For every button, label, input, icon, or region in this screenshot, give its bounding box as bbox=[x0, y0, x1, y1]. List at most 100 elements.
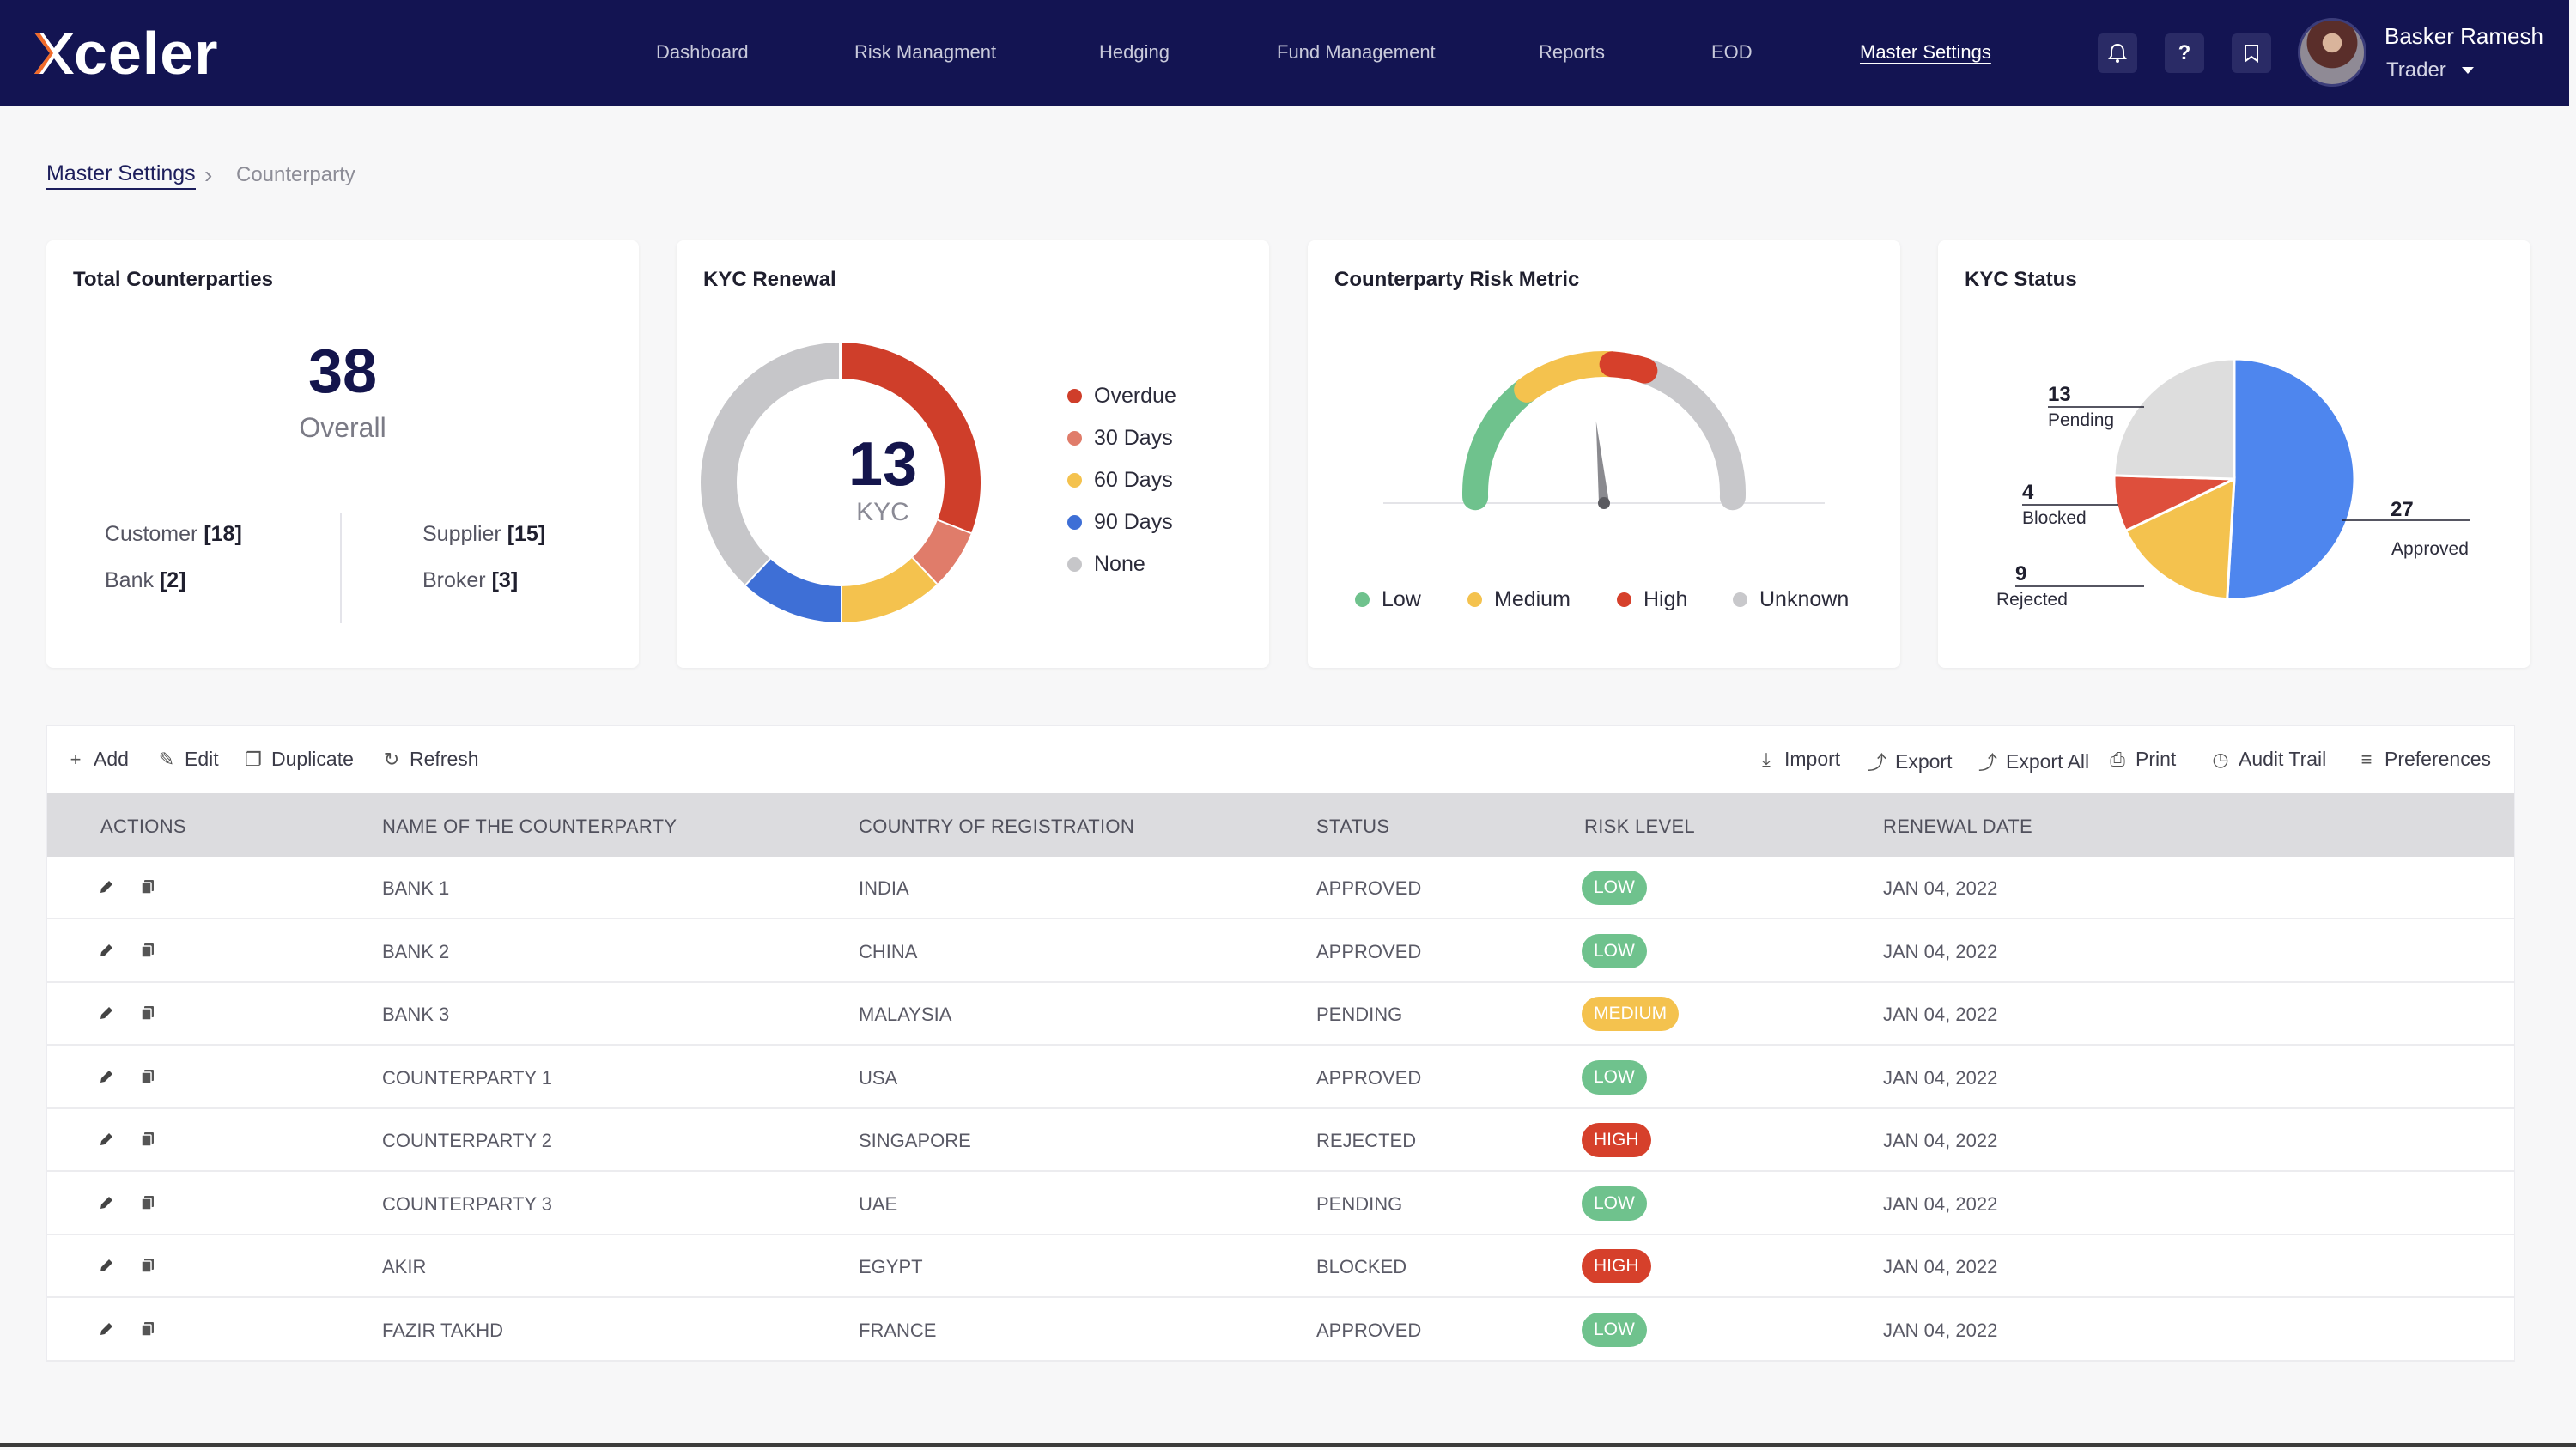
duplicate-icon[interactable] bbox=[137, 1318, 159, 1340]
stat-customer[interactable]: Customer [18] bbox=[105, 522, 242, 546]
legend-item-30-days[interactable]: 30 Days bbox=[1067, 426, 1173, 451]
renewal-date: JAN 04, 2022 bbox=[1883, 1192, 1998, 1215]
duplicate-icon[interactable] bbox=[137, 1128, 159, 1150]
xceler-logo[interactable]: celer bbox=[31, 19, 218, 88]
gauge-segment-unknown[interactable] bbox=[1631, 357, 1746, 511]
nav-item-master-settings[interactable]: Master Settings bbox=[1860, 41, 1991, 63]
donut-slice-60-days[interactable] bbox=[840, 557, 937, 622]
legend-label: Unknown bbox=[1759, 587, 1850, 611]
status: APPROVED bbox=[1316, 877, 1422, 899]
nav-item-hedging[interactable]: Hedging bbox=[1099, 41, 1170, 63]
status: PENDING bbox=[1316, 1192, 1403, 1215]
nav-item-reports[interactable]: Reports bbox=[1539, 41, 1606, 63]
bookmark-icon[interactable] bbox=[2232, 33, 2271, 73]
gauge-segment-low[interactable] bbox=[1462, 376, 1540, 511]
user-name[interactable]: Basker Ramesh bbox=[2385, 23, 2543, 49]
pie-label-rejected: Rejected bbox=[1996, 590, 2068, 610]
legend-label: None bbox=[1094, 552, 1145, 576]
gauge-segment-medium[interactable] bbox=[1514, 351, 1625, 403]
legend-item-90-days[interactable]: 90 Days bbox=[1067, 510, 1173, 535]
stat-supplier[interactable]: Supplier [15] bbox=[422, 522, 546, 546]
duplicate-button[interactable]: ❐ Duplicate bbox=[244, 748, 354, 771]
column-header-risk-level[interactable]: RISK LEVEL bbox=[1584, 816, 1695, 837]
edit-button[interactable]: ✎ Edit bbox=[157, 748, 219, 771]
table-row[interactable]: FAZIR TAKHD FRANCE APPROVED LOW JAN 04, 2022 bbox=[47, 1298, 2514, 1362]
table-row[interactable]: BANK 1 INDIA APPROVED LOW JAN 04, 2022 bbox=[47, 857, 2514, 919]
country: SINGAPORE bbox=[859, 1130, 971, 1151]
table-row[interactable]: COUNTERPARTY 1 USA APPROVED LOW JAN 04, 2022 bbox=[47, 1046, 2514, 1109]
edit-pencil-icon[interactable] bbox=[95, 1254, 118, 1277]
counterparty-name: BANK 2 bbox=[382, 940, 450, 962]
column-header-renewal-date[interactable]: RENEWAL DATE bbox=[1883, 816, 2032, 837]
nav-item-eod[interactable]: EOD bbox=[1711, 41, 1753, 63]
nav-item-risk-managment[interactable]: Risk Managment bbox=[854, 41, 997, 63]
duplicate-icon[interactable] bbox=[137, 1065, 159, 1088]
legend-item-overdue[interactable]: Overdue bbox=[1067, 384, 1176, 409]
donut-slice-90-days[interactable] bbox=[744, 557, 841, 622]
duplicate-icon[interactable] bbox=[137, 1192, 159, 1214]
table-row[interactable]: COUNTERPARTY 2 SINGAPORE REJECTED HIGH JAN 0… bbox=[47, 1109, 2514, 1172]
export-all-button[interactable]: ⤴ Export All bbox=[1978, 748, 2089, 775]
pie-label-pending: Pending bbox=[2048, 410, 2115, 430]
help-icon[interactable]: ? bbox=[2165, 33, 2204, 73]
legend-item-medium[interactable]: Medium bbox=[1467, 587, 1571, 612]
pie-slice-rejected[interactable] bbox=[2123, 476, 2236, 601]
gauge-segment-high[interactable] bbox=[1599, 351, 1658, 384]
duplicate-icon[interactable] bbox=[137, 876, 159, 898]
edit-pencil-icon[interactable] bbox=[95, 1318, 118, 1340]
refresh-button[interactable]: ↻ Refresh bbox=[382, 748, 479, 771]
stat-bank[interactable]: Bank [2] bbox=[105, 568, 186, 592]
table-row[interactable]: COUNTERPARTY 3 UAE PENDING LOW JAN 04, 2022 bbox=[47, 1172, 2514, 1235]
stat-broker[interactable]: Broker [3] bbox=[422, 568, 519, 592]
duplicate-icon[interactable] bbox=[137, 1254, 159, 1277]
audit-trail-button[interactable]: ◷ Audit Trail bbox=[2211, 748, 2326, 771]
status: APPROVED bbox=[1316, 1319, 1422, 1341]
legend-item-none[interactable]: None bbox=[1067, 552, 1145, 577]
add-button[interactable]: + Add bbox=[66, 748, 129, 771]
edit-pencil-icon[interactable] bbox=[95, 1065, 118, 1088]
nav-item-fund-management[interactable]: Fund Management bbox=[1277, 41, 1436, 63]
table-row[interactable]: BANK 2 CHINA APPROVED LOW JAN 04, 2022 bbox=[47, 919, 2514, 983]
edit-pencil-icon[interactable] bbox=[95, 1002, 118, 1024]
import-button[interactable]: ⤓ Import bbox=[1757, 748, 1840, 771]
edit-pencil-icon[interactable] bbox=[95, 1192, 118, 1214]
chevron-down-icon[interactable] bbox=[2462, 67, 2474, 74]
donut-slice-none[interactable] bbox=[701, 343, 841, 585]
legend-item-high[interactable]: High bbox=[1617, 587, 1687, 612]
risk-badge: LOW bbox=[1582, 1186, 1647, 1221]
edit-pencil-icon[interactable] bbox=[95, 1128, 118, 1150]
table-row[interactable]: BANK 3 MALAYSIA PENDING MEDIUM JAN 04, 2022 bbox=[47, 983, 2514, 1046]
user-role[interactable]: Trader bbox=[2386, 58, 2446, 82]
pie-slice-approved[interactable] bbox=[2226, 357, 2356, 601]
duplicate-icon[interactable] bbox=[137, 1002, 159, 1024]
export-button[interactable]: ⤴ Export bbox=[1868, 748, 1952, 775]
print-button[interactable]: ⎙ Print bbox=[2108, 748, 2176, 771]
donut-slice-overdue[interactable] bbox=[840, 343, 981, 534]
risk-gauge-chart bbox=[1383, 351, 1825, 511]
column-header-name-of-the-counterparty[interactable]: NAME OF THE COUNTERPARTY bbox=[382, 816, 677, 837]
bell-icon[interactable] bbox=[2098, 33, 2137, 73]
column-header-actions[interactable]: ACTIONS bbox=[100, 816, 186, 837]
donut-slice-30-days[interactable] bbox=[911, 519, 971, 585]
breadcrumb-master-settings[interactable]: Master Settings bbox=[46, 161, 196, 190]
preferences-icon: ≡ bbox=[2360, 748, 2372, 770]
country: FRANCE bbox=[859, 1319, 937, 1341]
preferences-button[interactable]: ≡ Preferences bbox=[2357, 748, 2491, 771]
nav-item-dashboard[interactable]: Dashboard bbox=[656, 41, 749, 63]
edit-pencil-icon[interactable] bbox=[95, 939, 118, 962]
button-label: Duplicate bbox=[271, 748, 354, 770]
column-header-status[interactable]: STATUS bbox=[1316, 816, 1390, 837]
breadcrumb-current: Counterparty bbox=[236, 163, 355, 186]
duplicate-icon[interactable] bbox=[137, 939, 159, 962]
legend-item-unknown[interactable]: Unknown bbox=[1733, 587, 1849, 612]
table-row[interactable]: AKIR EGYPT BLOCKED HIGH JAN 04, 2022 bbox=[47, 1235, 2514, 1298]
legend-item-60-days[interactable]: 60 Days bbox=[1067, 468, 1173, 493]
pie-slice-pending[interactable] bbox=[2112, 357, 2236, 481]
user-avatar[interactable] bbox=[2298, 18, 2366, 87]
column-header-country-of-registration[interactable]: COUNTRY OF REGISTRATION bbox=[859, 816, 1135, 837]
main-nav: Dashboard Risk Managment Hedging Fund Manag… bbox=[0, 0, 2569, 106]
pie-label-blocked: Blocked bbox=[2022, 508, 2087, 528]
edit-pencil-icon[interactable] bbox=[95, 876, 118, 898]
divider bbox=[340, 513, 342, 623]
legend-item-low[interactable]: Low bbox=[1355, 587, 1421, 612]
